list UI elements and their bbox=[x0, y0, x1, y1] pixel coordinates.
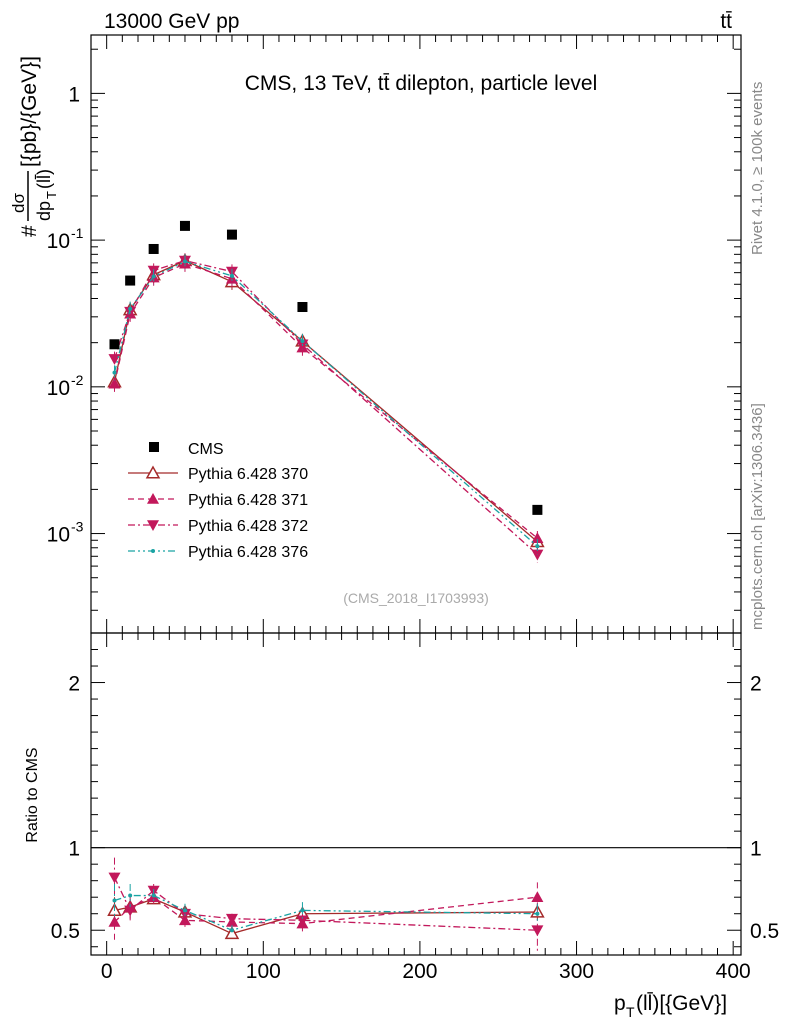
ratio-marker bbox=[535, 911, 540, 916]
x-tick-label: 300 bbox=[559, 960, 594, 983]
ratio-marker bbox=[112, 898, 117, 903]
ratio-marker bbox=[151, 893, 156, 898]
side-label-bottom: mcplots.cern.ch [arXiv:1306.3436] bbox=[749, 403, 766, 630]
legend-marker bbox=[147, 520, 159, 531]
x-tick-label: 400 bbox=[716, 960, 751, 983]
main-plot: 10 -310 -210 -11 bbox=[47, 34, 742, 647]
x-tick-label: 100 bbox=[246, 960, 281, 983]
y-tick-label: 10 bbox=[47, 524, 70, 547]
series-marker bbox=[531, 549, 544, 561]
y-label-denrest: (ll̄) bbox=[34, 169, 54, 189]
series-marker bbox=[531, 532, 544, 543]
y-tick-exponent: -1 bbox=[71, 225, 84, 241]
y-label-sub: T bbox=[44, 191, 59, 199]
y-label-num: dσ bbox=[9, 193, 28, 213]
legend: CMS Pythia 6.428 370 Pythia 6.428 371 Pythi… bbox=[128, 441, 308, 561]
y-tick-label: 10 bbox=[47, 377, 70, 400]
legend-cms-marker bbox=[149, 442, 159, 452]
ratio-plot: 0 100 200 300 400 0.5 0.5 1 1 2 2 bbox=[51, 632, 779, 983]
y-tick-label: 10 bbox=[47, 230, 70, 253]
cms-data-point bbox=[179, 220, 190, 231]
cms-data-point bbox=[226, 229, 237, 240]
y-tick-label: 1 bbox=[68, 83, 80, 106]
legend-marker bbox=[151, 549, 155, 553]
ratio-frame bbox=[90, 632, 742, 956]
side-label-top: Rivet 4.1.0, ≥ 100k events bbox=[749, 82, 766, 255]
legend-label: Pythia 6.428 372 bbox=[188, 518, 308, 535]
legend-cms-label: CMS bbox=[188, 441, 224, 458]
series-marker bbox=[225, 272, 238, 284]
ratio-marker bbox=[531, 891, 544, 903]
cms-data-point bbox=[125, 275, 136, 286]
ratio-marker bbox=[300, 908, 305, 913]
header-right: tt̄ bbox=[720, 10, 732, 33]
cms-data-point bbox=[532, 504, 543, 515]
legend-label: Pythia 6.428 371 bbox=[188, 492, 308, 509]
ratio-marker bbox=[224, 925, 240, 940]
ratio-tick-label-left: 1 bbox=[68, 838, 80, 861]
series-marker bbox=[128, 306, 133, 311]
series-marker bbox=[108, 354, 121, 365]
y-axis-label-ratio: Ratio to CMS bbox=[24, 747, 41, 842]
y-label-hash: # bbox=[18, 225, 41, 237]
watermark: (CMS_2018_I1703993) bbox=[343, 590, 489, 606]
ratio-marker bbox=[178, 914, 191, 926]
ratio-marker bbox=[128, 893, 133, 898]
x-axis-label: p T (ll̄)[{GeV}] bbox=[614, 991, 727, 1020]
x-tick-label: 200 bbox=[402, 960, 437, 983]
ratio-marker bbox=[182, 908, 187, 913]
x-label-p: p bbox=[614, 992, 626, 1015]
series-marker bbox=[300, 339, 305, 344]
series-marker bbox=[108, 377, 121, 389]
ratio-marker bbox=[225, 913, 238, 925]
y-axis-label-main: # dσ dp T (ll̄) [{pb}/{GeV}] bbox=[9, 56, 59, 237]
legend-marker bbox=[147, 493, 159, 504]
legend-label: Pythia 6.428 370 bbox=[188, 466, 308, 483]
cms-data-point bbox=[297, 302, 308, 313]
series-marker bbox=[535, 544, 540, 549]
ratio-marker bbox=[531, 925, 544, 937]
ratio-marker bbox=[124, 905, 137, 917]
ratio-tick-label-left: 2 bbox=[68, 673, 80, 696]
ratio-marker bbox=[296, 915, 309, 927]
chart-title: CMS, 13 TeV, tt̄ dilepton, particle leve… bbox=[245, 72, 598, 95]
y-tick-exponent: -2 bbox=[71, 372, 84, 388]
series-marker bbox=[151, 274, 156, 279]
ratio-marker bbox=[229, 928, 234, 933]
cms-data-point bbox=[109, 339, 120, 350]
legend-marker bbox=[145, 465, 161, 479]
ratio-tick-label-right: 0.5 bbox=[750, 920, 779, 943]
series-marker bbox=[229, 273, 234, 278]
x-tick-label: 0 bbox=[101, 960, 113, 983]
ratio-tick-label-left: 0.5 bbox=[51, 920, 80, 943]
cms-data-point bbox=[148, 243, 159, 254]
header-left: 13000 GeV pp bbox=[104, 10, 239, 33]
y-label-units: [{pb}/{GeV}] bbox=[18, 56, 41, 167]
ratio-tick-label-right: 2 bbox=[750, 673, 762, 696]
ratio-marker bbox=[108, 915, 121, 927]
ratio-tick-label-right: 1 bbox=[750, 838, 762, 861]
y-label-den: dp bbox=[34, 201, 54, 221]
series-marker bbox=[182, 259, 187, 264]
legend-label: Pythia 6.428 376 bbox=[188, 544, 308, 561]
series-marker bbox=[112, 370, 117, 375]
ratio-marker bbox=[108, 872, 121, 884]
x-label-rest: (ll̄)[{GeV}] bbox=[636, 991, 727, 1015]
x-label-sub: T bbox=[626, 1004, 635, 1020]
y-tick-exponent: -3 bbox=[71, 519, 84, 535]
